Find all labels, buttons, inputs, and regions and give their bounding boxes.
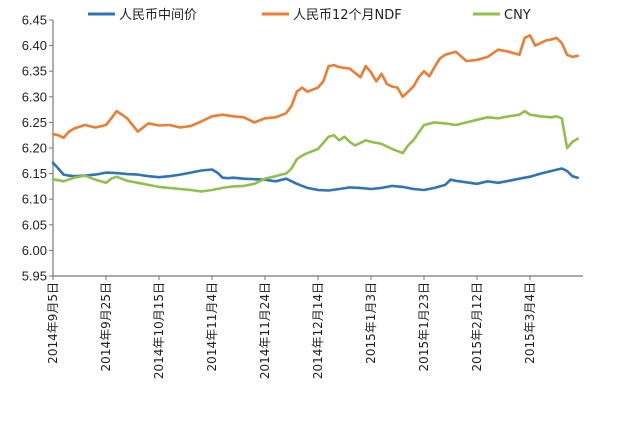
legend-label-3: CNY [504, 8, 531, 23]
y-tick-label: 6.40 [22, 38, 47, 53]
y-axis-ticks: 5.95 6.00 6.05 6.10 6.15 6.20 6.25 6.30 6.35 6.40… [22, 13, 53, 284]
y-tick-label: 5.95 [22, 269, 47, 284]
x-tick-label: 2015年1月23日 [417, 282, 431, 371]
x-axis-ticks: 2014年9月5日 2014年9月25日 2014年10月15日 2014年11月4日… [46, 276, 537, 379]
series-lines [51, 34, 580, 193]
series-line-1 [51, 161, 580, 192]
y-tick-label: 6.30 [22, 89, 47, 104]
series-line-2 [51, 34, 580, 140]
y-tick-label: 6.25 [22, 115, 47, 130]
series-line-3 [51, 109, 580, 193]
legend: 人民币中间价 人民币12个月NDF CNY [88, 8, 531, 23]
x-tick-label: 2015年3月4日 [523, 282, 537, 364]
x-tick-label: 2014年10月15日 [152, 282, 166, 379]
x-tick-label: 2014年11月24日 [258, 282, 272, 379]
x-tick-label: 2014年11月4日 [205, 282, 219, 371]
y-tick-label: 6.15 [22, 166, 47, 181]
x-tick-label: 2015年1月3日 [364, 282, 378, 364]
y-tick-label: 6.20 [22, 141, 47, 156]
legend-label-2: 人民币12个月NDF [293, 8, 402, 23]
x-tick-label: 2014年12月14日 [311, 282, 325, 379]
x-tick-label: 2014年9月5日 [46, 282, 60, 364]
y-tick-label: 6.10 [22, 192, 47, 207]
x-tick-label: 2014年9月25日 [99, 282, 113, 371]
legend-label-1: 人民币中间价 [119, 8, 197, 23]
x-tick-label: 2015年2月12日 [470, 282, 484, 371]
y-tick-label: 6.45 [22, 13, 47, 28]
y-tick-label: 6.00 [22, 243, 47, 258]
y-tick-label: 6.05 [22, 217, 47, 232]
y-tick-label: 6.35 [22, 64, 47, 79]
